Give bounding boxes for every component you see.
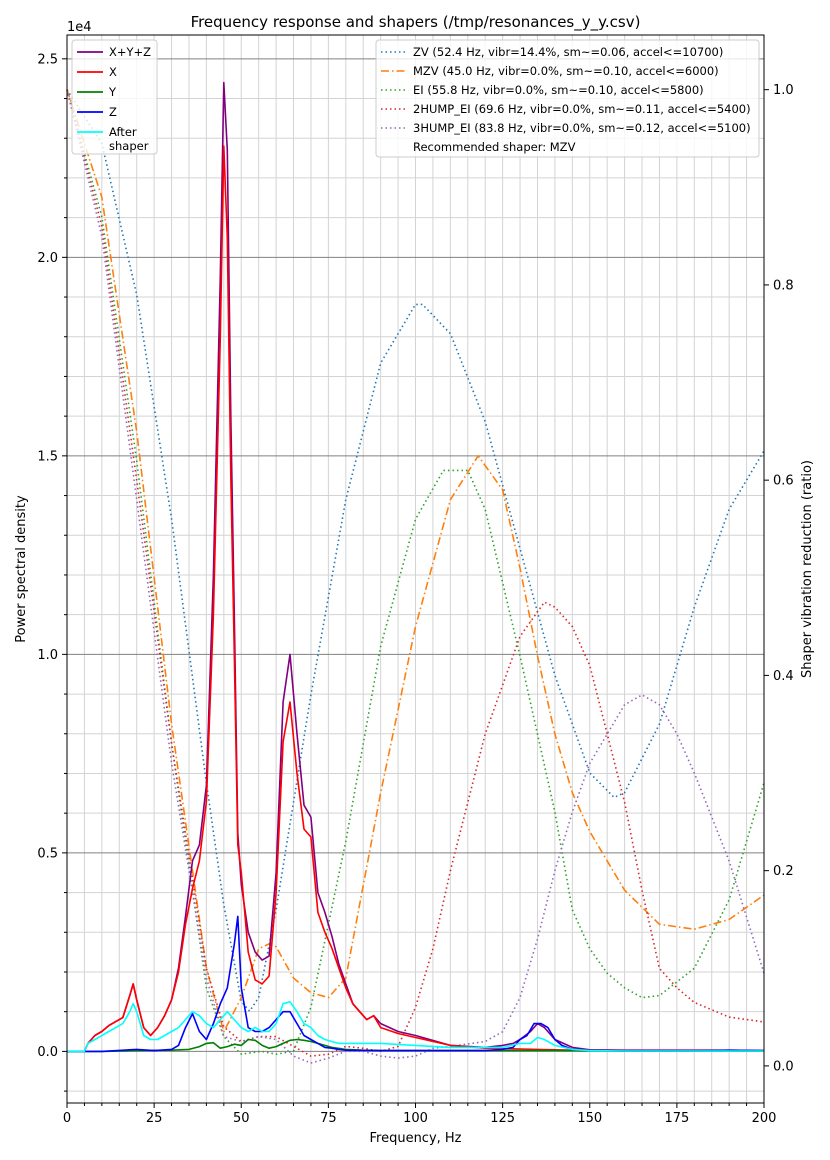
legend-left-label: After xyxy=(109,125,137,139)
legend-left-label: X xyxy=(109,65,117,79)
y-right-tick-label: 0.0 xyxy=(773,1059,794,1074)
axes: 0 25 50 75 100 125 150 175 200 0.0 0.5 1.0 1.5 2.0 2.5… xyxy=(37,52,793,1126)
y-right-tick-label: 0.2 xyxy=(773,864,794,879)
x-tick-label: 25 xyxy=(146,1111,163,1126)
y-right-axis-label: Shaper vibration reduction (ratio) xyxy=(800,460,815,678)
y-left-tick-label: 1.5 xyxy=(37,449,58,464)
chart-title: Frequency response and shapers (/tmp/res… xyxy=(191,13,641,32)
legend-right: ZV (52.4 Hz, vibr=14.4%, sm~=0.06, accel… xyxy=(375,39,760,158)
legend-left-label: X+Y+Z xyxy=(109,45,151,59)
x-tick-label: 100 xyxy=(403,1111,428,1126)
series-after-shaper-line xyxy=(67,1000,764,1053)
legend-left-label: shaper xyxy=(109,139,149,153)
series-2hump-ei-line xyxy=(66,89,765,1057)
legend-left-label: Z xyxy=(109,105,117,119)
y-right-tick-label: 0.4 xyxy=(773,669,794,684)
series-z-line xyxy=(67,915,765,1053)
y-left-tick-label: 2.0 xyxy=(37,251,58,266)
legend-right-box xyxy=(375,39,760,158)
x-tick-label: 50 xyxy=(233,1111,250,1126)
legend-right-label: ZV (52.4 Hz, vibr=14.4%, sm~=0.06, accel… xyxy=(413,45,723,59)
legend-left-box xyxy=(71,39,158,155)
series-layer xyxy=(66,81,765,1064)
y-right-tick-label: 0.8 xyxy=(773,278,794,293)
x-tick-label: 125 xyxy=(490,1111,515,1126)
x-tick-label: 150 xyxy=(577,1111,602,1126)
y-left-tick-label: 0.0 xyxy=(37,1045,58,1060)
y-right-tick-label: 0.6 xyxy=(773,474,794,489)
legend-left-label: Y xyxy=(108,85,117,99)
x-tick-label: 75 xyxy=(320,1111,337,1126)
legend-right-label: 2HUMP_EI (69.6 Hz, vibr=0.0%, sm~=0.11, … xyxy=(413,102,751,116)
x-tick-label: 0 xyxy=(63,1111,71,1126)
series-3hump-ei-line xyxy=(66,89,765,1064)
grid xyxy=(66,35,765,1103)
legend-right-label: Recommended shaper: MZV xyxy=(413,140,576,154)
y-left-axis-label: Power spectral density xyxy=(14,495,29,643)
series-zv-line xyxy=(66,89,765,1013)
y-left-tick-label: 1.0 xyxy=(37,648,58,663)
y-right-tick-label: 1.0 xyxy=(773,83,794,98)
legend-right-label: 3HUMP_EI (83.8 Hz, vibr=0.0%, sm~=0.12, … xyxy=(413,121,751,135)
x-tick-label: 200 xyxy=(752,1111,777,1126)
series-x-line xyxy=(67,145,764,1053)
x-axis-label: Frequency, Hz xyxy=(369,1131,461,1146)
y-left-offset-label: 1e4 xyxy=(67,20,92,35)
x-tick-label: 175 xyxy=(664,1111,689,1126)
y-left-tick-label: 0.5 xyxy=(37,846,58,861)
y-left-tick-label: 2.5 xyxy=(37,52,58,67)
legend-right-label: EI (55.8 Hz, vibr=0.0%, sm~=0.10, accel<… xyxy=(413,83,704,97)
legend-right-label: MZV (45.0 Hz, vibr=0.0%, sm~=0.10, accel… xyxy=(413,64,719,78)
